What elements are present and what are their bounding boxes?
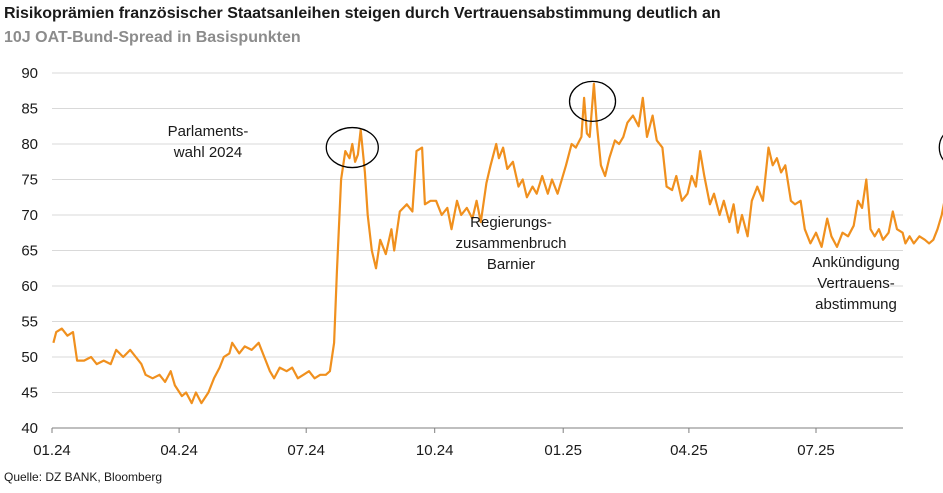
annotation-line: abstimmung — [815, 296, 897, 313]
grid-lines — [52, 72, 903, 429]
x-tick-label: 10.24 — [416, 442, 454, 459]
x-tick-label: 01.25 — [544, 442, 582, 459]
annotation-circle — [325, 126, 379, 169]
annotation-line: Regierungs- — [470, 214, 552, 231]
x-tick-label: 01.24 — [33, 442, 71, 459]
x-axis: 01.24 04.24 07.24 10.24 01.25 04.25 07.25 — [33, 428, 835, 459]
annotation-line: Ankündigung — [812, 254, 900, 271]
annotation-circle — [938, 134, 943, 161]
y-tick-label: 55 — [21, 314, 38, 331]
y-tick-label: 60 — [21, 278, 38, 295]
chart-title: Risikoprämien französischer Staatsanleih… — [4, 5, 721, 22]
y-tick-label: 90 — [21, 65, 38, 82]
y-tick-label: 45 — [21, 385, 38, 402]
y-tick-label: 70 — [21, 207, 38, 224]
y-axis: 40 45 50 55 60 65 70 75 80 85 90 — [21, 65, 38, 437]
annotations: Parlaments-wahl 2024 Regierungs-zusammenb… — [168, 80, 943, 313]
y-tick-label: 75 — [21, 172, 38, 189]
x-tick-label: 04.25 — [670, 442, 708, 459]
x-tick-label: 07.24 — [287, 442, 325, 459]
chart-subtitle: 10J OAT-Bund-Spread in Basispunkten — [4, 29, 301, 46]
y-tick-label: 80 — [21, 136, 38, 153]
series-line — [52, 82, 943, 405]
source-note: Quelle: DZ BANK, Bloomberg — [4, 470, 163, 484]
annotation-line: wahl 2024 — [173, 144, 242, 161]
annotation-line: Vertrauens- — [817, 275, 895, 292]
x-tick-label: 04.24 — [160, 442, 198, 459]
x-tick-label: 07.25 — [797, 442, 835, 459]
y-tick-label: 50 — [21, 349, 38, 366]
annotation-line: zusammenbruch — [456, 235, 567, 252]
annotation-label: Ankündigung Vertrauens-abstimmung — [812, 254, 900, 313]
annotation-label: Parlaments-wahl 2024 — [168, 123, 249, 161]
y-tick-label: 40 — [21, 420, 38, 437]
y-tick-label: 85 — [21, 101, 38, 118]
y-tick-label: 65 — [21, 243, 38, 260]
annotation-label: Regierungs-zusammenbruch Barnier — [456, 214, 567, 273]
annotation-line: Barnier — [487, 256, 535, 273]
annotation-line: Parlaments- — [168, 123, 249, 140]
annotation-circle — [568, 80, 617, 123]
